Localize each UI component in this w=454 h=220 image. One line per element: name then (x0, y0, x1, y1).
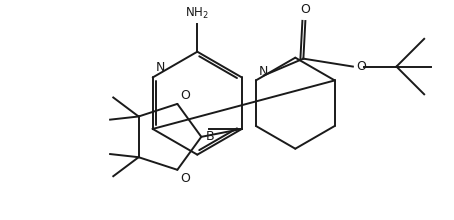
Text: B: B (205, 130, 214, 143)
Text: N: N (156, 61, 165, 75)
Text: O: O (180, 172, 190, 185)
Text: O: O (356, 60, 366, 73)
Text: NH$_2$: NH$_2$ (185, 6, 209, 21)
Text: N: N (259, 65, 268, 79)
Text: O: O (180, 89, 190, 102)
Text: O: O (301, 3, 310, 16)
